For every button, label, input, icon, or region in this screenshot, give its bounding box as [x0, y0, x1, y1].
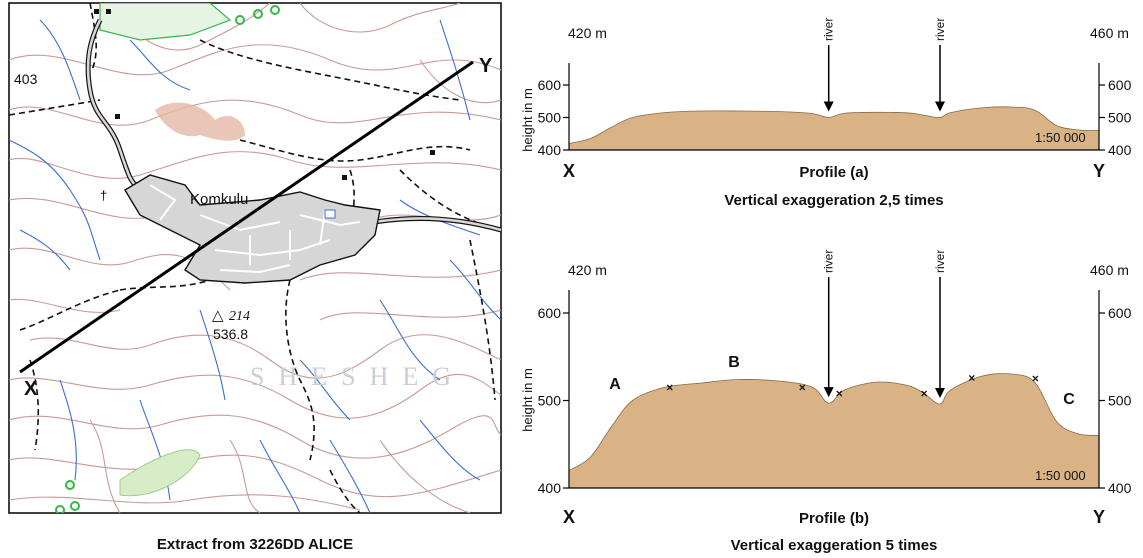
area-name-label: SHESHEG	[250, 362, 465, 391]
building	[106, 9, 111, 14]
y-tick-label-left: 400	[538, 142, 562, 158]
river-arrow-head	[935, 388, 945, 398]
section-line-x-y	[19, 60, 474, 374]
profile-b-point-b-label: B	[728, 354, 740, 371]
spot-height-label: 536.8	[213, 326, 248, 342]
profile-a-left-height: 420 m	[568, 25, 607, 41]
y-tick-label-right: 500	[1108, 110, 1132, 126]
y-tick-label-right: 600	[1108, 305, 1132, 321]
profile-b-right-height: 460 m	[1090, 262, 1129, 278]
topographic-map: † SHESHEG Komkulu △ 214 536.8 403 X Y Ex…	[8, 2, 502, 553]
map-caption: Extract from 3226DD ALICE	[157, 536, 353, 553]
river-arrow-head	[823, 101, 834, 112]
profile-b-river-markers: river river	[822, 250, 947, 398]
built-up-blocks	[149, 184, 361, 274]
trig-beacon-number: 214	[229, 309, 250, 324]
building	[115, 114, 120, 119]
building	[324, 209, 336, 219]
place-name-label: Komkulu	[190, 191, 248, 208]
y-tick-label-right: 400	[1108, 480, 1132, 496]
marked-point: ×	[1032, 372, 1039, 386]
profile-a-exaggeration: Vertical exaggeration 2,5 times	[724, 192, 943, 209]
profile-b-chart: 600 600 500 500 400 400 420 m 460 m height in…	[520, 250, 1132, 554]
profile-b-scale: 1:50 000	[1035, 468, 1086, 483]
erosion-area	[155, 102, 245, 141]
y-tick-label-left: 500	[538, 110, 562, 126]
profile-b-y-axis-label: height in m	[520, 368, 535, 432]
vegetation-symbol	[55, 505, 65, 513]
vegetation-symbol	[65, 480, 75, 490]
marked-point: ×	[666, 380, 673, 394]
river-label: river	[822, 250, 836, 273]
vegetation-symbol	[270, 5, 280, 15]
profile-b-title: Profile (b)	[799, 510, 869, 527]
river-arrow-head	[935, 101, 945, 112]
profile-b-terrain	[568, 373, 1100, 489]
profiles-figure: 600 600 500 500 400 400 420 m 460 m height in…	[520, 18, 1132, 554]
section-end-y-label: Y	[479, 55, 493, 77]
y-tick-label-right: 500	[1108, 393, 1132, 409]
river-label: river	[933, 250, 947, 273]
profile-a-x-end: X	[563, 161, 575, 181]
contour-height-label: 403	[14, 71, 38, 87]
trig-beacon-symbol: △	[212, 308, 224, 324]
profile-a-right-height: 460 m	[1090, 25, 1129, 41]
topographic-map-panel: † SHESHEG Komkulu △ 214 536.8 403 X Y Ex…	[0, 0, 510, 558]
building	[342, 175, 347, 180]
profile-b-left-height: 420 m	[568, 262, 607, 278]
marked-point: ×	[836, 387, 843, 401]
vegetation-symbol	[253, 9, 263, 19]
profile-a-ticks: 600 600 500 500 400 400	[538, 77, 1132, 158]
building	[94, 9, 99, 14]
profile-a-title: Profile (a)	[799, 164, 868, 181]
profile-b-x-end: X	[563, 507, 575, 527]
y-tick-label-left: 500	[538, 393, 562, 409]
profile-a-y-axis-label: height in m	[520, 88, 535, 152]
rivers	[9, 19, 501, 513]
vegetation-patch	[119, 449, 201, 497]
profile-b-y-end: Y	[1093, 507, 1105, 527]
vegetation-symbol	[235, 15, 245, 25]
profile-a-scale: 1:50 000	[1035, 130, 1086, 145]
profile-a-terrain	[568, 106, 1100, 151]
profile-a-chart: 600 600 500 500 400 400 420 m 460 m height in…	[520, 18, 1132, 209]
profile-a-y-end: Y	[1093, 161, 1105, 181]
marked-point: ×	[799, 380, 806, 394]
y-tick-label-right: 400	[1108, 142, 1132, 158]
grave-symbol: †	[100, 188, 107, 203]
vegetation-patch	[99, 3, 232, 41]
profile-b-ticks: 600 600 500 500 400 400	[538, 305, 1132, 496]
cross-section-profiles-panel: 600 600 500 500 400 400 420 m 460 m height in…	[510, 0, 1143, 558]
river-arrow-head	[823, 387, 834, 398]
profile-a-river-markers: river river	[822, 18, 947, 112]
y-tick-label-left: 600	[538, 77, 562, 93]
profile-b-point-a-label: A	[609, 376, 621, 393]
vegetation-symbol	[70, 501, 80, 511]
y-tick-label-right: 600	[1108, 77, 1132, 93]
building	[430, 150, 435, 155]
profile-b-marked-points: × × × × × ×	[666, 371, 1039, 401]
profile-b-point-c-label: C	[1063, 391, 1075, 408]
profile-b-exaggeration: Vertical exaggeration 5 times	[731, 537, 938, 554]
river-label: river	[933, 18, 947, 41]
river-label: river	[822, 18, 836, 41]
section-end-x-label: X	[24, 378, 38, 400]
marked-point: ×	[968, 371, 975, 385]
marked-point: ×	[921, 387, 928, 401]
y-tick-label-left: 600	[538, 305, 562, 321]
y-tick-label-left: 400	[538, 480, 562, 496]
